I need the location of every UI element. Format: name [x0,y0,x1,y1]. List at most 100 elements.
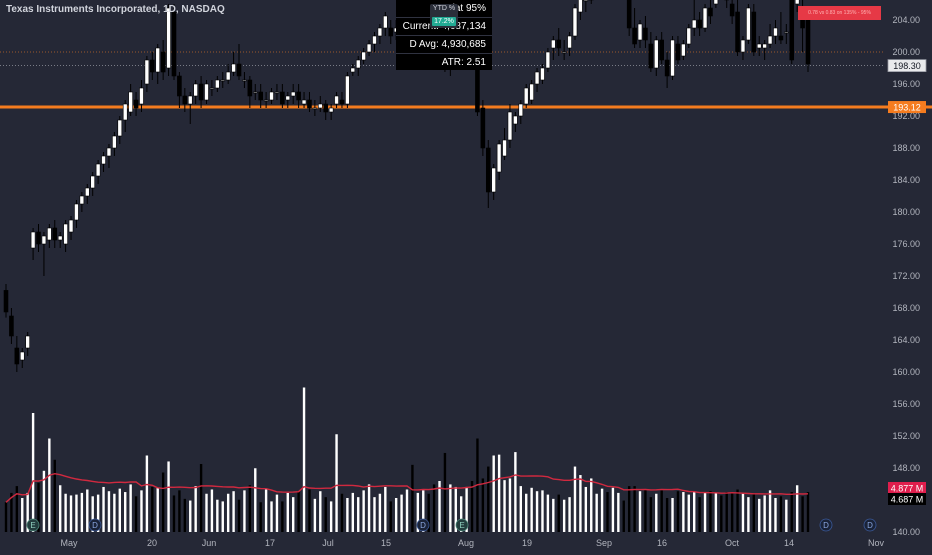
volume-bar [541,490,544,532]
candle-body [491,167,497,193]
volume-bar [113,493,116,532]
volume-bar [232,491,235,532]
candle-body [740,39,746,53]
time-tick-label: Sep [596,538,612,548]
volume-bar [465,486,468,532]
volume-bar [400,494,403,532]
candle-body [523,87,529,105]
time-tick-label: 17 [265,538,275,548]
candle-body [3,290,9,313]
volume-bar [579,475,582,532]
volume-bar [335,434,338,532]
candle-body [767,35,773,45]
volume-bar [308,489,311,532]
volume-bar [75,494,78,532]
volume-bar [638,491,642,532]
price-tick-label: 180.00 [892,207,920,217]
volume-bar [790,492,793,532]
volume-bar [459,496,463,532]
ytd-badge: YTD % 17.2% [430,4,458,28]
volume-bar [96,494,100,532]
volume-bar [102,486,105,532]
volume-bar [313,498,317,532]
candle-body [41,235,47,245]
candle-body [653,39,659,69]
candle-body [79,195,85,205]
volume-bar [48,438,51,532]
candle-body [128,91,133,113]
current-volume-badge-bg [888,493,926,505]
candle-body [301,99,307,105]
volume-bar [779,496,783,532]
volume-bar [405,489,409,532]
volume-bar [606,492,609,532]
volume-bar [470,481,474,532]
volume-bar [4,502,8,532]
candle-body [160,51,166,73]
candle-body [778,35,784,41]
volume-bar [546,494,550,532]
candle-body [204,83,209,101]
volume-bar [443,452,447,532]
candle-body [144,59,150,85]
candle-body [150,59,155,73]
volume-bar [10,492,13,532]
volume-bar [140,490,143,532]
candle-body [101,155,106,165]
volume-bar [795,485,799,532]
volume-bar [627,486,631,532]
price-tick-label: 160.00 [892,367,920,377]
volume-bar [530,487,533,532]
volume-bar [210,489,214,532]
volume-bar [292,497,295,532]
candle-body [350,67,356,73]
candle-body [177,75,182,97]
candle-body [209,87,215,90]
candle-body [561,51,567,54]
volume-average-line [5,472,809,503]
volume-bar [676,491,680,532]
volume-bar [172,495,176,532]
info-day-average: D Avg: 4,930,685 [396,36,492,54]
candle-body [648,43,654,69]
candle-body [90,175,96,189]
volume-bar [248,485,252,532]
candle-body [14,347,20,365]
candle-body [252,91,258,94]
volume-bar [91,496,94,532]
candle-body [220,79,226,82]
candle-body [258,91,263,101]
volume-bar [438,481,441,532]
candle-body [632,27,637,45]
volume-bar [161,472,165,532]
candle-body [502,139,507,157]
candle-body [215,79,220,89]
last-price-badge-bg [887,59,927,72]
candle-body [372,35,377,45]
time-tick-label: 19 [522,538,532,548]
candle-body [122,103,128,121]
time-tick-label: Nov [868,538,885,548]
volume-bar [69,495,73,532]
volume-average-badge-bg [888,482,926,494]
volume-bar [492,455,495,532]
candle-body [171,11,177,77]
price-tick-label: 152.00 [892,431,920,441]
volume-bar [600,488,604,532]
volume-bar [221,501,224,532]
volume-bar [763,495,766,532]
price-tick-label: 168.00 [892,303,920,313]
candle-body [480,107,486,149]
candle-body [68,219,74,233]
price-tick-label: 156.00 [892,399,920,409]
candle-body [236,63,242,77]
volume-bar [584,486,588,532]
price-tick-label: 148.00 [892,463,920,473]
volume-bar [205,493,208,532]
volume-bar [736,489,739,532]
volume-bar [617,492,620,532]
candle-body [334,95,339,105]
candle-body [377,27,383,37]
